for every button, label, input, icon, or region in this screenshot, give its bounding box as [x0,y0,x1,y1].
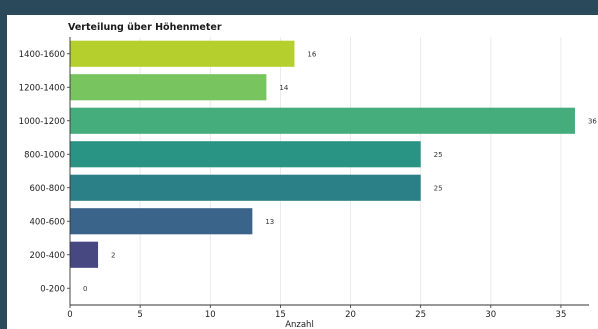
bars [70,40,575,268]
bar [70,208,253,235]
x-tick-label: 5 [137,310,142,320]
category-label: 200-400 [29,251,65,261]
bar [70,141,421,168]
category-label: 1000-1200 [19,117,65,127]
category-label: 0-200 [40,284,65,294]
x-tick-label: 20 [345,310,356,320]
category-label: 400-600 [29,217,65,227]
data-label: 16 [307,50,316,58]
x-tick-label: 30 [485,310,496,320]
x-tick-label: 10 [205,310,216,320]
data-label: 25 [434,151,443,159]
bar [70,74,267,101]
category-label: 800-1000 [24,150,65,160]
data-label: 0 [83,285,87,293]
x-tick-label: 0 [67,310,72,320]
bar [70,107,575,134]
category-label: 600-800 [29,184,65,194]
bar [70,40,295,67]
bar [70,174,421,201]
data-label: 13 [265,218,274,226]
chart-panel: Verteilung über Höhenmeter 0 5 10 15 20 25 30 3… [7,15,598,329]
x-axis-label: Anzahl [285,320,314,329]
x-tick-label: 25 [415,310,426,320]
category-label: 1400-1600 [19,50,65,60]
x-tick-label: 15 [275,310,286,320]
x-tick-label: 35 [556,310,567,320]
axes [69,37,589,306]
bar [70,241,99,268]
data-label: 2 [111,251,115,259]
category-label: 1200-1400 [19,83,65,93]
chart-title: Verteilung über Höhenmeter [68,22,222,33]
data-label: 36 [588,117,597,125]
data-label: 14 [279,84,288,92]
data-label: 25 [434,184,443,192]
